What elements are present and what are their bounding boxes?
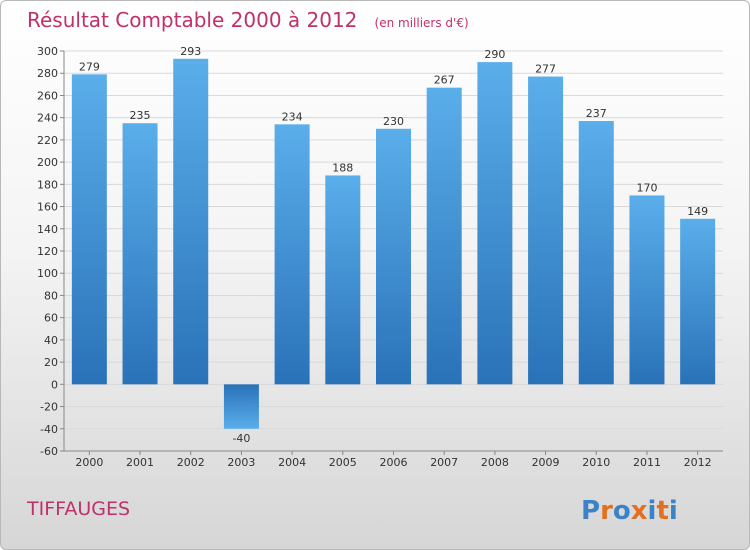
- y-tick-label: 200: [37, 156, 58, 169]
- data-labels: 279 235 293 -40 234 188 230 267 290 277 237 170 149: [79, 45, 708, 445]
- x-tick-label: 2003: [227, 456, 255, 469]
- bars: [71, 58, 716, 429]
- y-axis: -60 -40 -20 0 20 40 60 80 100 120 140 160 180 200 220 2…: [37, 45, 723, 458]
- y-tick-label: 180: [37, 178, 58, 191]
- x-tick-label: 2009: [532, 456, 560, 469]
- bar: [477, 62, 513, 385]
- data-label: 234: [282, 110, 303, 123]
- data-label: 277: [535, 63, 556, 76]
- data-label: 235: [130, 109, 151, 122]
- y-tick-label: 120: [37, 245, 58, 258]
- data-label: 267: [434, 74, 455, 87]
- logo-letter: i: [648, 496, 657, 526]
- chart-title: Résultat Comptable 2000 à 2012 (en milli…: [27, 8, 469, 32]
- y-tick-label: -60: [40, 445, 58, 458]
- logo-letter: P: [581, 496, 600, 526]
- bar: [173, 58, 209, 385]
- x-axis: 2000 2001 2002 2003 2004 2005 2006 2007 2008 2009…: [75, 451, 712, 469]
- data-label: 237: [586, 107, 607, 120]
- y-tick-label: 240: [37, 112, 58, 125]
- bar: [325, 175, 361, 385]
- y-tick-label: -20: [40, 401, 58, 414]
- proxiti-logo: Proxiti: [581, 496, 678, 526]
- bar: [274, 124, 310, 385]
- data-label: 230: [383, 115, 404, 128]
- x-tick-label: 2008: [481, 456, 509, 469]
- data-label: 290: [484, 48, 505, 61]
- data-label: -40: [232, 432, 250, 445]
- y-tick-label: -40: [40, 423, 58, 436]
- data-label: 293: [180, 45, 201, 58]
- y-tick-label: 40: [44, 334, 58, 347]
- y-tick-label: 260: [37, 89, 58, 102]
- data-label: 170: [636, 181, 657, 194]
- y-tick-label: 20: [44, 356, 58, 369]
- bar: [578, 121, 614, 385]
- bar: [680, 218, 716, 385]
- bar: [629, 195, 665, 385]
- bar: [122, 123, 158, 385]
- x-tick-label: 2004: [278, 456, 306, 469]
- x-tick-label: 2000: [75, 456, 103, 469]
- x-tick-label: 2006: [380, 456, 408, 469]
- data-label: 279: [79, 60, 100, 73]
- y-tick-label: 140: [37, 223, 58, 236]
- x-tick-label: 2007: [430, 456, 458, 469]
- data-label: 149: [687, 205, 708, 218]
- bar: [426, 87, 462, 385]
- y-tick-label: 280: [37, 67, 58, 80]
- city-name: TIFFAUGES: [26, 498, 130, 520]
- data-label: 188: [332, 161, 353, 174]
- logo-letter: x: [631, 496, 648, 526]
- bar: [223, 384, 259, 429]
- y-tick-label: 300: [37, 45, 58, 58]
- bar: [528, 76, 564, 385]
- y-tick-label: 0: [51, 378, 58, 391]
- logo-letter: i: [669, 496, 678, 526]
- y-tick-label: 220: [37, 134, 58, 147]
- x-tick-label: 2012: [684, 456, 712, 469]
- x-tick-label: 2002: [177, 456, 205, 469]
- y-tick-label: 80: [44, 289, 58, 302]
- logo-letter: r: [600, 496, 613, 526]
- bar: [376, 128, 411, 385]
- logo-letter: t: [656, 496, 668, 526]
- y-tick-label: 60: [44, 312, 58, 325]
- x-tick-label: 2011: [633, 456, 661, 469]
- x-tick-label: 2001: [126, 456, 154, 469]
- logo-letter: o: [613, 496, 631, 526]
- x-tick-label: 2010: [582, 456, 610, 469]
- y-tick-label: 160: [37, 201, 58, 214]
- bar: [71, 74, 107, 385]
- x-tick-label: 2005: [329, 456, 357, 469]
- y-tick-label: 100: [37, 267, 58, 280]
